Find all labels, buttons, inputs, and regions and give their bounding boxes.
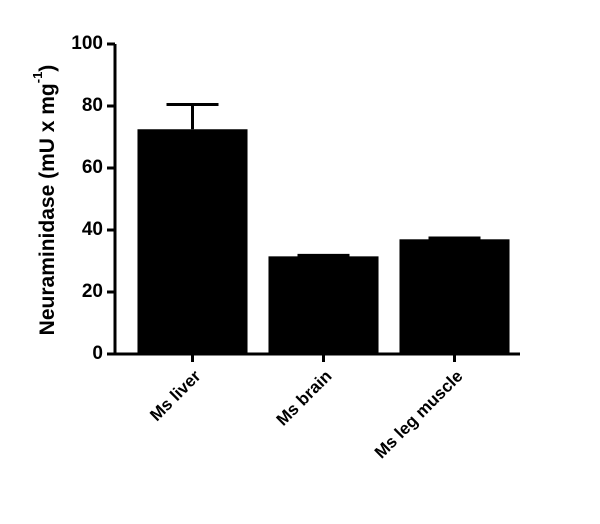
y-tick-label: 80 [82, 95, 103, 116]
bar [137, 129, 248, 354]
y-axis-label: Neuraminidase (mU x mg-1) [30, 65, 58, 336]
x-tick-label: Ms brain [273, 367, 336, 430]
y-tick-label: 40 [82, 219, 103, 240]
y-label-suffix: ) [36, 65, 59, 72]
y-tick-label: 20 [82, 281, 103, 302]
x-tick-label: Ms liver [146, 366, 204, 424]
y-tick-label: 100 [71, 33, 103, 54]
y-tick-label: 0 [92, 343, 103, 364]
y-label-text: Neuraminidase (mU x mg [36, 83, 59, 335]
y-tick-label: 60 [82, 157, 103, 178]
bar [268, 256, 379, 354]
y-label-superscript: -1 [30, 72, 45, 84]
x-tick-label: Ms leg muscle [371, 367, 467, 463]
bar [399, 239, 510, 354]
